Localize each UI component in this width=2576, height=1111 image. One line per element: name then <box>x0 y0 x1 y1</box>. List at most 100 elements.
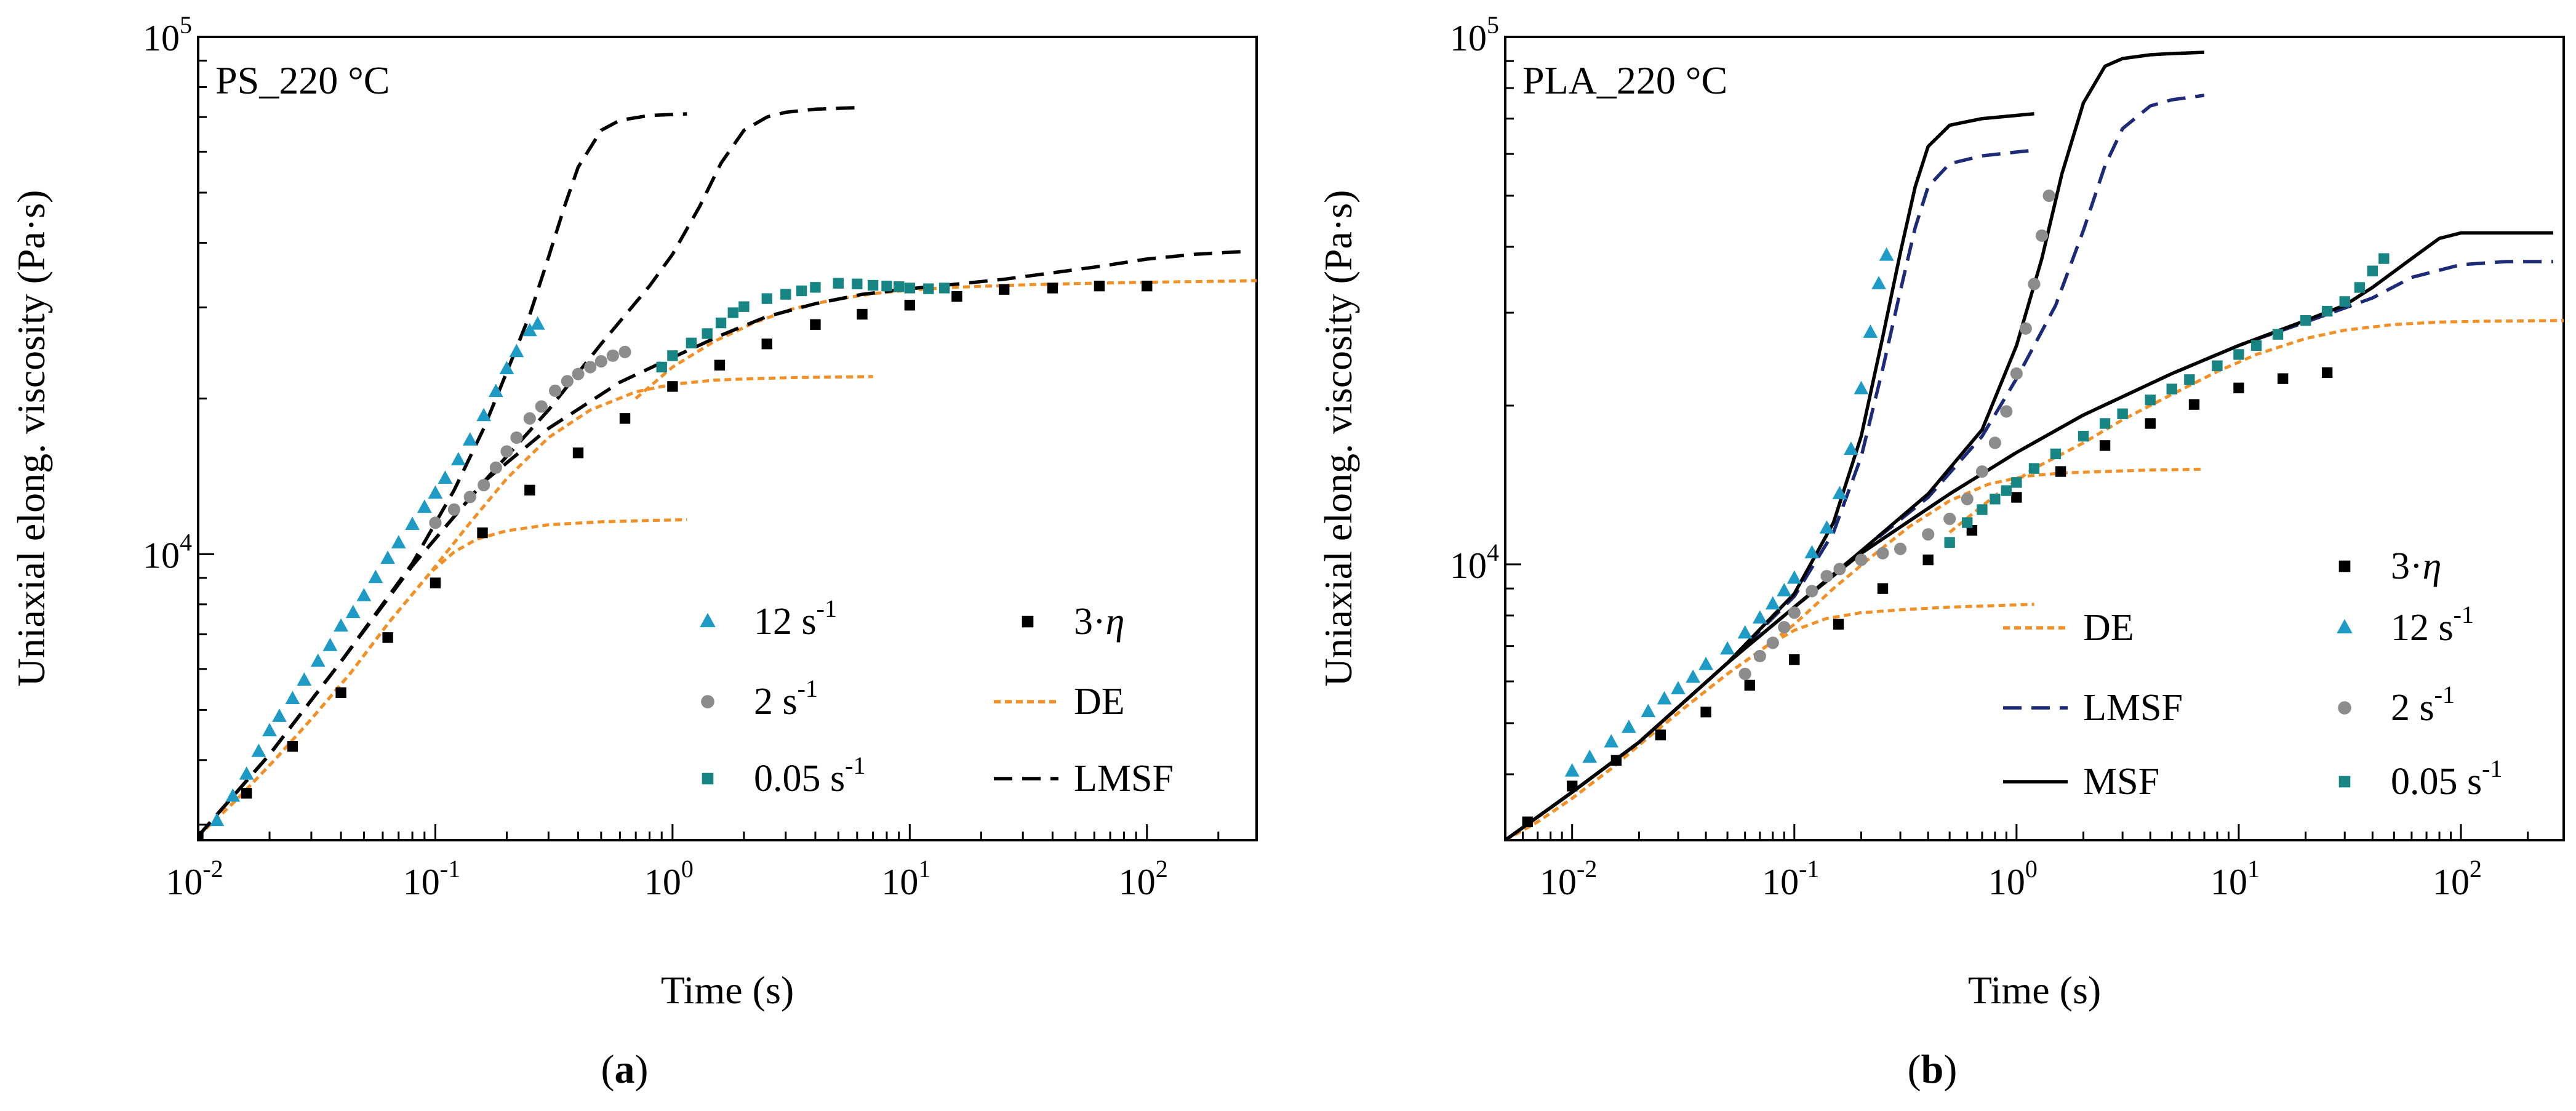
s12-point <box>530 316 545 330</box>
s12-point <box>209 812 225 827</box>
y-tick-label: 105 <box>143 11 192 58</box>
s3eta-point <box>241 788 252 799</box>
legend-marker-s005 <box>2338 776 2351 788</box>
s005-point <box>2300 315 2311 326</box>
s12-point <box>509 343 524 358</box>
plot-frame-b <box>1504 36 2565 841</box>
s12-point <box>1804 545 1820 559</box>
s12-point <box>1582 749 1598 763</box>
x-tick-label: 101 <box>881 855 930 902</box>
caption-a: (a) <box>563 1046 686 1093</box>
caption-b-close: ) <box>1943 1047 1958 1092</box>
s12-point <box>1777 582 1792 596</box>
s3eta-point <box>1789 654 1800 665</box>
s2-point <box>1738 667 1751 680</box>
legend-item-DE: DE <box>2003 607 2134 649</box>
s2-point <box>523 412 536 425</box>
legend-label-s005: 0.05 s-1 <box>754 752 865 800</box>
s2-point <box>606 349 619 362</box>
s005-point <box>686 337 697 348</box>
s005-point <box>2028 463 2040 474</box>
s3eta-point <box>761 339 772 350</box>
s005-point <box>923 283 934 294</box>
s12-point <box>1879 247 1894 261</box>
s12-point <box>1854 380 1869 395</box>
legend-marker-s12 <box>700 612 716 627</box>
chart-title-b: PLA_220 °C <box>1522 58 1727 102</box>
y-tick-label: 104 <box>143 528 192 576</box>
s2-point <box>1961 492 1974 505</box>
chart-title-a: PS_220 °C <box>215 58 390 102</box>
s12-point <box>345 604 361 619</box>
s005-point <box>2233 349 2244 360</box>
caption-b: (b) <box>1871 1046 1994 1093</box>
s2-point <box>2019 322 2032 335</box>
s3eta-point <box>1142 280 1153 292</box>
s2-point <box>1753 649 1766 663</box>
tick-marks-a <box>197 36 1220 840</box>
s005-point <box>2378 253 2390 264</box>
y-axis-label-b: Uniaxial elong. viscosity (Pa·s) <box>1316 190 1360 687</box>
s005-point <box>2001 485 2012 496</box>
s3eta-point <box>619 413 631 424</box>
plot-area-a <box>198 106 1257 840</box>
legend-label-LMSF: LMSF <box>2083 687 2183 729</box>
s005-point <box>796 285 807 297</box>
s2-point <box>2010 367 2023 380</box>
LMSF-curve <box>198 106 857 838</box>
s005-point <box>2078 430 2089 442</box>
s005-point <box>715 317 727 329</box>
chart-panel-b: 10-2 10-1 100 101 102 104 105 PLA_220 °C Time … <box>1316 11 2565 1012</box>
x-tick-label: 101 <box>2210 855 2260 902</box>
s005-point <box>2011 477 2022 488</box>
legend-marker-s005 <box>702 772 714 785</box>
legend-a: 12 s-1 2 s-1 0.05 s-1 3·η DE LMSF <box>700 595 1174 800</box>
s005-point <box>833 278 844 289</box>
s005-point <box>1962 517 1973 528</box>
legend-label-DE: DE <box>1074 681 1125 723</box>
s12-point <box>1832 486 1847 499</box>
s3eta-point <box>999 284 1010 295</box>
s005-point <box>761 293 772 304</box>
s12-point <box>380 550 396 564</box>
s005-point <box>2212 360 2223 371</box>
s3eta-point <box>2278 373 2289 384</box>
s2-point <box>489 461 502 474</box>
s12-point <box>322 637 338 651</box>
s005-point <box>656 361 667 373</box>
s2-point <box>594 355 607 368</box>
s12-point <box>262 723 277 737</box>
s3eta-point <box>1833 619 1844 630</box>
s12-point <box>428 485 443 499</box>
s2-point <box>447 503 461 516</box>
s12-point <box>356 588 372 601</box>
legend-marker-s2 <box>2338 701 2351 715</box>
s005-point <box>2339 296 2350 307</box>
legend-label-s005: 0.05 s-1 <box>2391 755 2502 803</box>
s005-point <box>867 279 879 291</box>
s12-point <box>1720 641 1735 655</box>
tick-marks-b <box>1504 36 2529 841</box>
legend-label-s2: 2 s-1 <box>754 675 818 723</box>
s2-point <box>1806 585 1818 598</box>
legend-label-s12: 12 s-1 <box>2391 601 2474 649</box>
s2-point <box>2035 229 2049 242</box>
s12-point <box>1844 441 1858 455</box>
s005-point <box>810 282 821 293</box>
s12-point <box>488 383 503 398</box>
s005-point <box>2099 418 2111 429</box>
s2-point <box>535 400 548 413</box>
s005-point <box>2272 329 2284 340</box>
LMSF-curve <box>198 249 1246 838</box>
s3eta-point <box>667 381 678 392</box>
s12-point <box>417 499 432 513</box>
s12-point <box>1564 763 1580 777</box>
x-tick-label: 100 <box>644 855 694 902</box>
s3eta-point <box>1094 280 1105 292</box>
s3eta-point <box>1655 729 1666 740</box>
caption-a-open: ( <box>601 1047 615 1092</box>
s3eta-point <box>382 632 393 643</box>
legend-item-DE: DE <box>994 681 1125 723</box>
s3eta-point <box>2233 382 2244 394</box>
s3eta-point <box>2011 492 2022 503</box>
